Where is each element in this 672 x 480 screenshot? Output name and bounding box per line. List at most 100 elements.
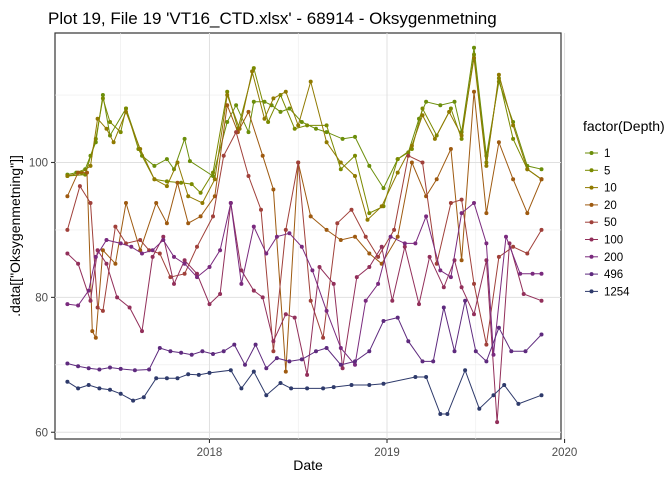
legend-label: 496 <box>604 269 623 281</box>
data-point <box>463 298 468 303</box>
data-point <box>189 182 194 187</box>
data-point <box>379 204 384 209</box>
data-point <box>338 238 343 242</box>
data-point <box>88 201 93 205</box>
data-point <box>402 244 407 249</box>
data-point <box>420 160 425 165</box>
series-line-100 <box>67 202 542 423</box>
data-point <box>211 352 215 356</box>
data-point <box>314 126 318 131</box>
data-point <box>424 99 429 104</box>
y-tick-label: 80 <box>35 292 48 304</box>
data-point <box>212 177 217 182</box>
data-point <box>218 248 223 253</box>
data-point <box>363 234 368 239</box>
data-point <box>441 285 446 290</box>
data-point <box>349 207 354 212</box>
data-point <box>473 349 478 354</box>
data-point <box>271 349 276 354</box>
data-point <box>76 261 81 266</box>
data-point <box>438 103 443 108</box>
legend-key-point <box>589 220 594 225</box>
data-point <box>484 359 489 364</box>
data-point <box>118 366 123 371</box>
data-point <box>381 186 386 191</box>
data-point <box>402 241 407 246</box>
data-point <box>271 187 276 192</box>
data-point <box>118 391 123 396</box>
data-point <box>196 372 201 377</box>
legend-label: 100 <box>604 235 623 247</box>
data-point <box>113 224 118 229</box>
data-point <box>491 393 496 398</box>
data-point <box>349 383 354 387</box>
data-point <box>518 271 523 276</box>
data-point <box>239 281 244 286</box>
legend-item-50: 50 <box>585 217 617 229</box>
data-point <box>172 281 176 286</box>
data-point <box>111 140 116 145</box>
data-point <box>472 56 476 60</box>
data-point <box>104 126 109 131</box>
data-point <box>147 367 152 372</box>
legend-label: 50 <box>604 217 617 229</box>
data-point <box>367 211 372 216</box>
data-point <box>305 372 310 377</box>
data-point <box>65 174 70 178</box>
data-point <box>274 234 279 239</box>
data-point <box>278 109 283 114</box>
data-point <box>95 305 100 310</box>
data-point <box>251 288 256 293</box>
data-point <box>539 393 544 398</box>
series-layer <box>65 45 544 425</box>
legend-key-point <box>589 151 594 155</box>
data-point <box>104 261 109 266</box>
data-point <box>448 147 453 151</box>
data-point <box>496 140 501 145</box>
data-point <box>129 244 134 249</box>
data-point <box>308 79 313 84</box>
data-point <box>76 170 81 175</box>
data-point <box>340 136 345 141</box>
data-point <box>287 106 292 111</box>
data-point <box>367 251 372 256</box>
data-point <box>438 412 443 416</box>
data-point <box>132 368 137 373</box>
series-496 <box>65 298 544 373</box>
data-point <box>308 214 313 219</box>
data-point <box>452 99 457 104</box>
data-point <box>459 211 464 216</box>
data-point <box>365 217 370 222</box>
data-point <box>100 93 105 97</box>
data-point <box>459 197 464 202</box>
data-point <box>353 153 357 158</box>
data-point <box>243 362 247 367</box>
data-point <box>381 381 386 386</box>
data-point <box>420 359 425 364</box>
data-point <box>324 346 329 350</box>
data-point <box>484 163 489 168</box>
data-point <box>271 339 276 344</box>
data-point <box>251 224 256 229</box>
data-point <box>484 211 489 216</box>
data-point <box>86 288 91 293</box>
data-point <box>395 315 400 320</box>
data-point <box>211 214 215 219</box>
data-point <box>95 116 100 121</box>
plot-panel <box>54 32 562 440</box>
data-point <box>164 376 169 381</box>
data-point <box>363 298 368 303</box>
data-point <box>376 281 381 286</box>
data-point <box>274 356 279 361</box>
data-point <box>262 116 267 121</box>
legend-label: 1254 <box>604 286 630 298</box>
legend-label: 5 <box>604 165 610 177</box>
data-point <box>168 275 173 280</box>
data-point <box>413 241 418 246</box>
data-point <box>353 174 357 178</box>
data-point <box>523 349 528 354</box>
data-point <box>353 134 357 139</box>
grid <box>55 33 566 439</box>
data-point <box>496 325 501 330</box>
